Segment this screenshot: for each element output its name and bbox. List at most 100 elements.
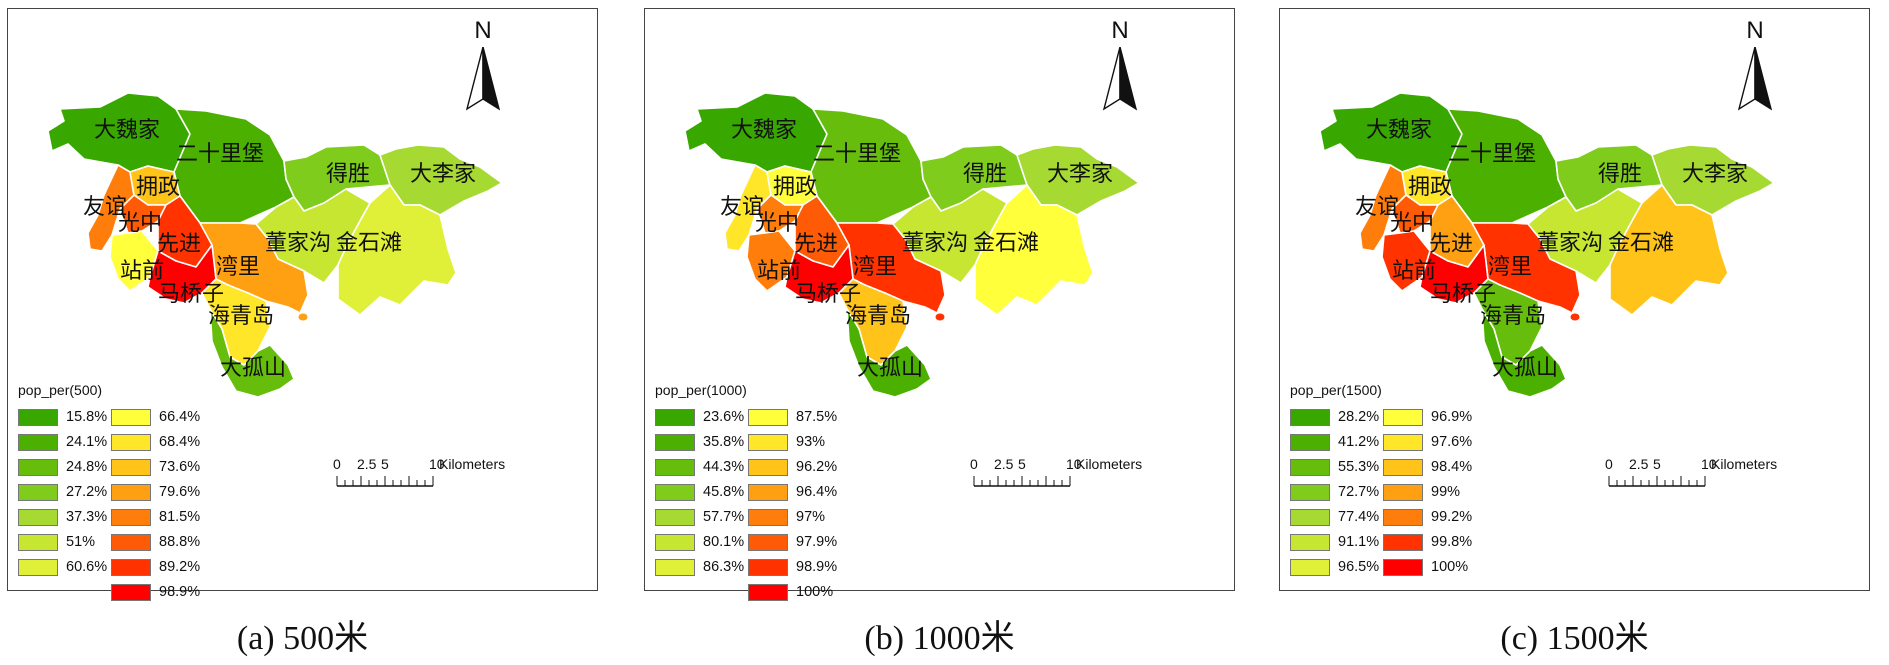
legend-swatch — [111, 434, 151, 451]
region-label: 金石滩 — [973, 231, 1039, 256]
legend-swatch — [1290, 459, 1330, 476]
region-label: 光中 — [755, 211, 799, 236]
region-label: 拥政 — [136, 175, 180, 200]
region-14 — [1481, 308, 1567, 398]
region-label: 先进 — [1429, 232, 1473, 257]
islet — [1569, 312, 1581, 322]
region-label: 二十里堡 — [176, 142, 264, 167]
legend-label: 77.4% — [1338, 509, 1380, 525]
legend-swatch — [18, 484, 58, 501]
region-label: 湾里 — [216, 255, 260, 280]
region-5 — [337, 184, 457, 316]
legend-label: 24.8% — [66, 459, 108, 475]
legend-swatch — [18, 434, 58, 451]
region-label: 大魏家 — [1366, 118, 1432, 143]
region-label: 友谊 — [720, 195, 764, 220]
legend-label: 27.2% — [66, 484, 108, 500]
map-panel: 大魏家 二十里堡 得胜 大李家 董家沟 金石滩 友谊 拥政 光中 先进 湾里 站前 马桥子 海青岛 大孤山 N… — [1279, 8, 1870, 591]
region-label: 马桥子 — [158, 282, 224, 307]
legend-swatch — [18, 509, 58, 526]
legend-label: 44.3% — [703, 459, 745, 475]
legend-label: 89.2% — [159, 559, 201, 575]
region-label: 湾里 — [853, 255, 897, 280]
legend-label: 97.9% — [796, 534, 838, 550]
scale-bar: 0 2.5 5 10 Kilometers — [333, 456, 505, 496]
legend-swatch — [655, 459, 695, 476]
region-label: 大孤山 — [1492, 356, 1558, 381]
legend-swatch — [111, 509, 151, 526]
legend-swatch — [655, 559, 695, 576]
legend-label: 68.4% — [159, 434, 201, 450]
region-label: 友谊 — [83, 195, 127, 220]
north-arrow-icon — [1102, 47, 1138, 111]
scale-tick-label: 0 — [970, 456, 978, 472]
north-letter: N — [1746, 17, 1764, 44]
legend-title: pop_per(1000) — [655, 382, 747, 398]
legend-swatch — [1383, 534, 1423, 551]
scale-tick-label: 0 — [1605, 456, 1613, 472]
region-8 — [119, 194, 167, 234]
legend-label: 97% — [796, 509, 826, 525]
region-label: 马桥子 — [1430, 282, 1496, 307]
legend-swatch — [1290, 409, 1330, 426]
region-label: 大魏家 — [94, 118, 160, 143]
legend-swatch — [748, 434, 788, 451]
legend-label: 100% — [1431, 559, 1469, 575]
scale-tick-label: 10 — [1066, 456, 1082, 472]
scale-tick-label: 5 — [1018, 456, 1026, 472]
region-5 — [1609, 184, 1729, 316]
map-panel: 大魏家 二十里堡 得胜 大李家 董家沟 金石滩 友谊 拥政 光中 先进 湾里 站前 马桥子 海青岛 大孤山 N… — [7, 8, 598, 601]
legend-swatch — [18, 534, 58, 551]
region-label: 站前 — [757, 259, 801, 284]
panel-caption: (a) 500米 — [236, 620, 369, 657]
legend-swatch — [748, 459, 788, 476]
islet — [297, 312, 309, 322]
north-letter: N — [474, 17, 492, 44]
scale-bar: 0 2.5 5 10 Kilometers — [970, 456, 1143, 496]
region-2 — [920, 144, 1028, 212]
legend-label: 99.8% — [1431, 534, 1473, 550]
legend-label: 88.8% — [159, 534, 201, 550]
legend-label: 86.3% — [703, 559, 745, 575]
legend-label: 80.1% — [703, 534, 745, 550]
legend-title: pop_per(1500) — [1290, 382, 1382, 398]
legend-swatch — [1383, 409, 1423, 426]
region-label: 大李家 — [1682, 162, 1748, 187]
scale-tick-label: 10 — [1701, 456, 1717, 472]
region-label: 友谊 — [1355, 195, 1399, 220]
region-label: 金石滩 — [336, 231, 402, 256]
scale-unit: Kilometers — [1076, 456, 1143, 472]
legend-label: 98.9% — [796, 559, 838, 575]
scale-tick-label: 5 — [381, 456, 389, 472]
legend-swatch — [111, 559, 151, 576]
legend-swatch — [111, 534, 151, 551]
legend-label: 35.8% — [703, 434, 745, 450]
region-label: 大孤山 — [857, 356, 923, 381]
legend-swatch — [1383, 509, 1423, 526]
region-label: 光中 — [118, 211, 162, 236]
legend-swatch — [18, 559, 58, 576]
legend-label: 60.6% — [66, 559, 108, 575]
legend-label: 91.1% — [1338, 534, 1380, 550]
region-label: 得胜 — [1598, 162, 1642, 187]
legend-label: 87.5% — [796, 409, 838, 425]
legend-label: 99.2% — [1431, 509, 1473, 525]
legend-label: 79.6% — [159, 484, 201, 500]
region-label: 大李家 — [410, 162, 476, 187]
region-8 — [1391, 194, 1439, 234]
legend-swatch — [655, 534, 695, 551]
scale-tick-label: 2.5 — [994, 456, 1014, 472]
legend-label: 23.6% — [703, 409, 745, 425]
region-8 — [756, 194, 804, 234]
region-label: 海青岛 — [845, 304, 911, 329]
legend-swatch — [111, 409, 151, 426]
region-label: 先进 — [157, 232, 201, 257]
islet — [934, 312, 946, 322]
legend-swatch — [1383, 484, 1423, 501]
legend-swatch — [1383, 459, 1423, 476]
legend-label: 96.2% — [796, 459, 838, 475]
legend-swatch — [18, 409, 58, 426]
legend-swatch — [1290, 534, 1330, 551]
